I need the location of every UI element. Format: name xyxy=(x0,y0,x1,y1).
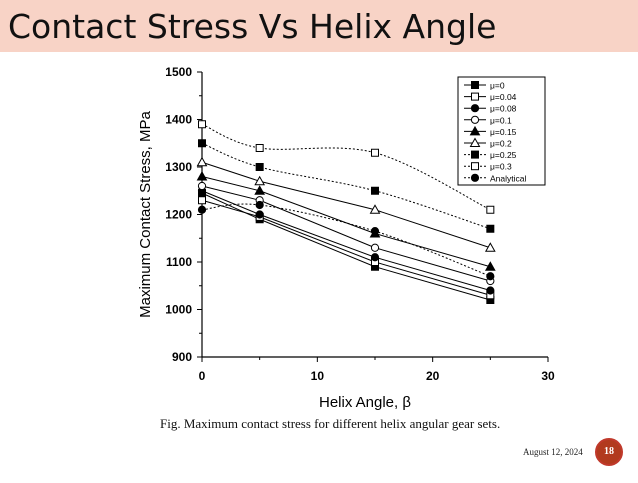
data-point xyxy=(197,181,207,191)
data-point xyxy=(255,163,264,171)
series-line xyxy=(201,161,491,249)
x-tick-label: 0 xyxy=(199,369,206,383)
data-point xyxy=(484,242,496,252)
data-point xyxy=(369,204,381,214)
data-point xyxy=(371,148,379,157)
series-line xyxy=(201,185,491,282)
legend-marker xyxy=(471,81,479,89)
legend-label: μ=0.08 xyxy=(490,104,517,114)
x-tick-label: 20 xyxy=(426,369,440,383)
data-point xyxy=(370,227,380,236)
legend-marker xyxy=(470,173,480,182)
data-point xyxy=(486,224,495,233)
data-point xyxy=(254,175,266,186)
series-line xyxy=(201,192,491,301)
series-line xyxy=(201,142,491,230)
legend-label: μ=0.04 xyxy=(490,92,517,102)
data-point xyxy=(371,186,379,195)
data-point xyxy=(255,200,264,210)
legend-label: μ=0.15 xyxy=(490,127,517,137)
y-tick-label: 1000 xyxy=(165,303,192,317)
y-axis-label: Maximum Contact Stress, MPa xyxy=(137,110,154,317)
legend-marker xyxy=(471,162,479,171)
data-point xyxy=(370,253,380,262)
data-point xyxy=(486,272,495,281)
title-bar xyxy=(0,0,638,52)
series-5 xyxy=(196,156,496,252)
series-6 xyxy=(198,139,495,233)
data-point xyxy=(486,205,495,214)
legend-marker xyxy=(469,125,481,136)
slide-title: Contact Stress Vs Helix Angle xyxy=(8,7,497,46)
legend-label: Analytical xyxy=(490,173,526,183)
x-tick-label: 10 xyxy=(311,369,325,383)
data-point xyxy=(255,210,264,219)
series-line xyxy=(201,123,491,211)
legend: μ=0μ=0.04 μ=0.08μ=0.1 μ=0.15 μ=0.2μ=0.25 μ=0… xyxy=(457,76,546,186)
series-line xyxy=(201,176,491,268)
slide-date: August 12, 2024 xyxy=(523,447,583,457)
legend-label: μ=0 xyxy=(490,81,505,91)
legend-marker xyxy=(470,104,480,113)
series-7 xyxy=(198,120,495,214)
x-axis-label: Helix Angle, β xyxy=(319,394,411,411)
legend-marker xyxy=(471,150,479,159)
data-point xyxy=(198,196,206,205)
y-tick-label: 900 xyxy=(172,350,192,364)
data-point xyxy=(254,185,266,195)
legend-label: μ=0.1 xyxy=(490,115,512,125)
series-3 xyxy=(197,181,495,286)
y-tick-label: 1500 xyxy=(165,65,192,79)
y-tick-label: 1300 xyxy=(165,160,192,174)
figure-caption: Fig. Maximum contact stress for differen… xyxy=(160,416,501,431)
series-line xyxy=(201,190,491,291)
data-point xyxy=(486,286,495,295)
legend-label: μ=0.3 xyxy=(490,162,512,172)
legend-marker xyxy=(469,137,481,147)
data-point xyxy=(370,243,380,252)
data-point xyxy=(484,261,496,271)
legend-label: μ=0.25 xyxy=(490,150,517,160)
legend-marker xyxy=(471,92,479,101)
legend-label: μ=0.2 xyxy=(490,139,512,149)
series-8 xyxy=(197,200,495,281)
y-tick-label: 1200 xyxy=(165,208,192,222)
data-point xyxy=(196,156,208,167)
data-point xyxy=(198,139,206,148)
x-tick-label: 30 xyxy=(541,369,555,383)
data-point xyxy=(196,170,208,181)
series-2 xyxy=(197,186,495,295)
slide-number-badge: 18 xyxy=(595,438,623,466)
series-1 xyxy=(198,196,495,300)
data-point xyxy=(197,205,207,214)
legend-marker xyxy=(470,115,480,124)
series-line xyxy=(201,203,491,277)
y-tick-label: 1400 xyxy=(165,113,192,127)
series-line xyxy=(201,199,491,296)
data-point xyxy=(255,144,264,152)
y-tick-label: 1100 xyxy=(166,255,192,269)
data-point xyxy=(198,120,206,129)
series-4 xyxy=(196,170,496,271)
